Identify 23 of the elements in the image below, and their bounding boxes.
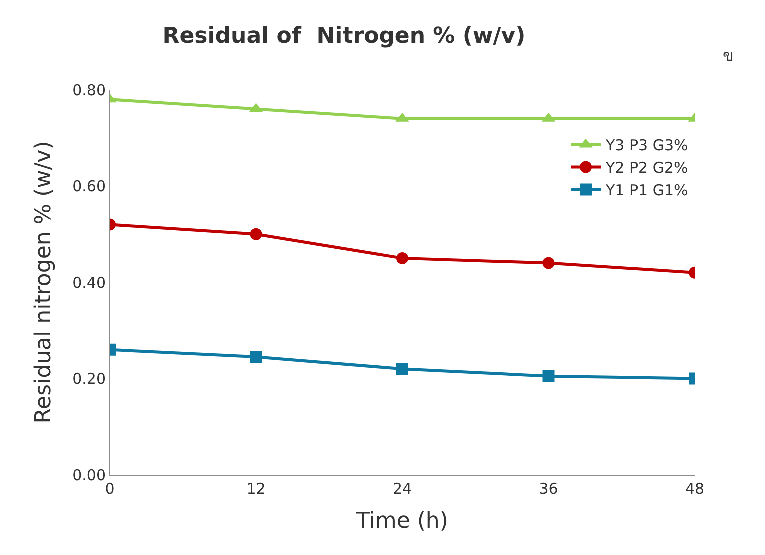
chart-title: Residual of Nitrogen % (w/v) <box>162 24 526 50</box>
y-tick-label: 0.00 <box>72 466 106 484</box>
point <box>396 252 408 264</box>
x-tick-label: 48 <box>685 480 705 498</box>
y-tick-label: 0.40 <box>72 274 106 292</box>
point <box>250 351 262 364</box>
point <box>542 370 555 382</box>
y-tick-label: 0.60 <box>72 178 106 196</box>
legend-label: Y2 P2 G2% <box>605 159 688 178</box>
legend-label: Y1 P1 G1% <box>605 182 688 200</box>
x-tick-label: 24 <box>392 480 412 498</box>
x-tick-label: 0 <box>105 480 115 498</box>
point <box>542 257 555 270</box>
legend-label: Y3 P3 G3% <box>605 136 688 155</box>
x-axis-title: Time (h) <box>356 508 448 534</box>
y-axis-title: Residual nitrogen % (w/v) <box>31 141 56 424</box>
y-tick-label: 0.20 <box>72 370 106 388</box>
x-tick-label: 12 <box>246 480 266 498</box>
y-tick-label: 0.80 <box>72 81 106 100</box>
text: ข <box>723 46 734 65</box>
x-tick-label: 36 <box>539 480 558 498</box>
point <box>250 228 262 240</box>
point <box>396 363 408 376</box>
